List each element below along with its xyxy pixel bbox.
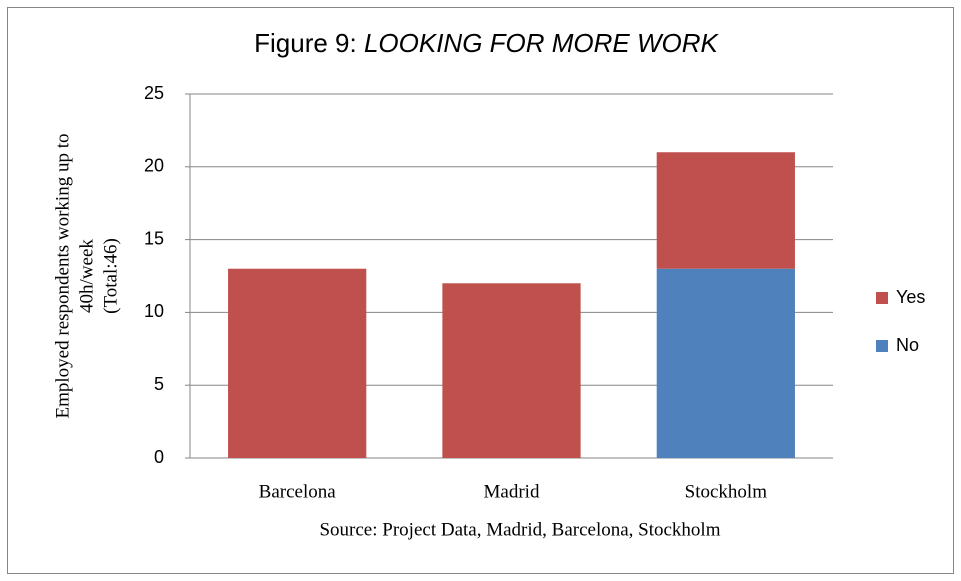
x-tick-label: Stockholm	[685, 481, 768, 502]
legend-swatch	[876, 292, 888, 304]
y-tick-label: 0	[154, 447, 164, 467]
y-tick-label: 5	[154, 374, 164, 394]
x-tick-label: Madrid	[484, 481, 540, 502]
bar-segment	[442, 283, 581, 458]
y-axis-label: 40h/week	[76, 239, 97, 313]
chart-title: Figure 9: LOOKING FOR MORE WORK	[254, 28, 719, 58]
y-tick-label: 15	[144, 228, 164, 248]
bar-segment	[228, 268, 367, 458]
legend-swatch	[876, 340, 888, 352]
bar-segment	[656, 152, 795, 269]
y-tick-label: 25	[144, 83, 164, 103]
legend-label: Yes	[896, 287, 925, 307]
y-axis-label: (Total:46)	[100, 238, 121, 314]
title-emphasis: LOOKING FOR MORE WORK	[364, 28, 720, 58]
y-tick-label: 10	[144, 301, 164, 321]
title-prefix: Figure 9:	[254, 28, 364, 58]
bar-segment	[656, 268, 795, 458]
x-axis-label: Source: Project Data, Madrid, Barcelona,…	[319, 519, 720, 540]
y-tick-label: 20	[144, 156, 164, 176]
x-tick-label: Barcelona	[259, 481, 337, 502]
y-axis-label: Employed respondents working up to	[52, 134, 73, 419]
legend-label: No	[896, 335, 919, 355]
